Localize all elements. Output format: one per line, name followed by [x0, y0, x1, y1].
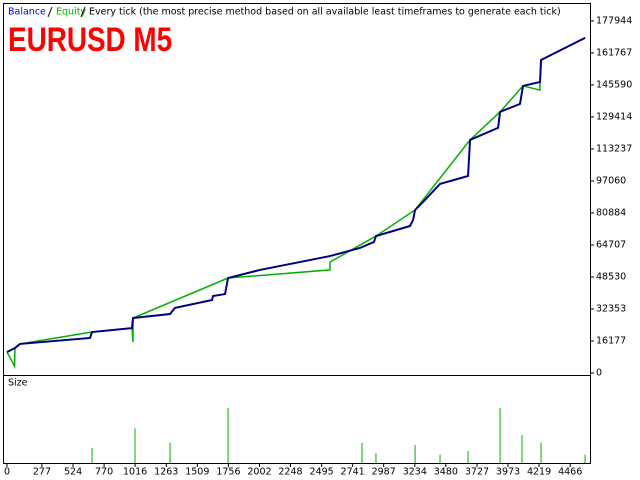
x-tick-label: 4219	[527, 467, 551, 478]
y-tick-label: 113237	[596, 143, 632, 154]
y-tick-label: 32353	[596, 303, 626, 314]
series-line	[6, 36, 586, 353]
x-tick-label: 2248	[278, 467, 302, 478]
x-tick-label: 3727	[465, 467, 489, 478]
x-tick-label: 3234	[403, 467, 427, 478]
size-title: Size	[8, 378, 28, 389]
x-tick-label: 1016	[123, 467, 147, 478]
y-tick-label: 145590	[596, 79, 632, 90]
x-tick-label: 0	[4, 467, 10, 478]
y-tick-label: 161767	[596, 47, 632, 58]
legend-equity: Equity	[56, 7, 86, 18]
x-tick-label: 770	[95, 467, 113, 478]
y-tick-label: 177944	[596, 15, 632, 26]
legend-separator	[80, 6, 86, 18]
y-tick-label: 129414	[596, 111, 632, 122]
x-tick-label: 2741	[341, 467, 365, 478]
x-tick-label: 2987	[372, 467, 396, 478]
x-tick-label: 1263	[154, 467, 178, 478]
y-tick-label: 0	[596, 368, 602, 379]
x-tick-label: 4466	[558, 467, 582, 478]
x-tick-label: 1756	[216, 467, 240, 478]
y-tick-label: 97060	[596, 175, 626, 186]
y-tick-label: 48530	[596, 271, 626, 282]
x-tick-label: 2002	[247, 467, 271, 478]
x-tick-label: 1509	[185, 467, 209, 478]
legend-balance: Balance	[8, 7, 46, 18]
x-tick-label: 3973	[496, 467, 520, 478]
size-plot-frame	[3, 375, 591, 464]
legend-separator	[47, 6, 53, 18]
y-tick-label: 16177	[596, 335, 626, 346]
x-tick-label: 2495	[310, 467, 334, 478]
x-tick-label: 524	[64, 467, 82, 478]
y-tick-label: 64707	[596, 239, 626, 250]
y-tick-label: 80884	[596, 207, 626, 218]
x-tick-label: 277	[33, 467, 51, 478]
chart-title: EURUSD M5	[8, 20, 172, 58]
x-tick-label: 3480	[434, 467, 458, 478]
chart-subtitle: Every tick (the most precise method base…	[89, 7, 561, 18]
